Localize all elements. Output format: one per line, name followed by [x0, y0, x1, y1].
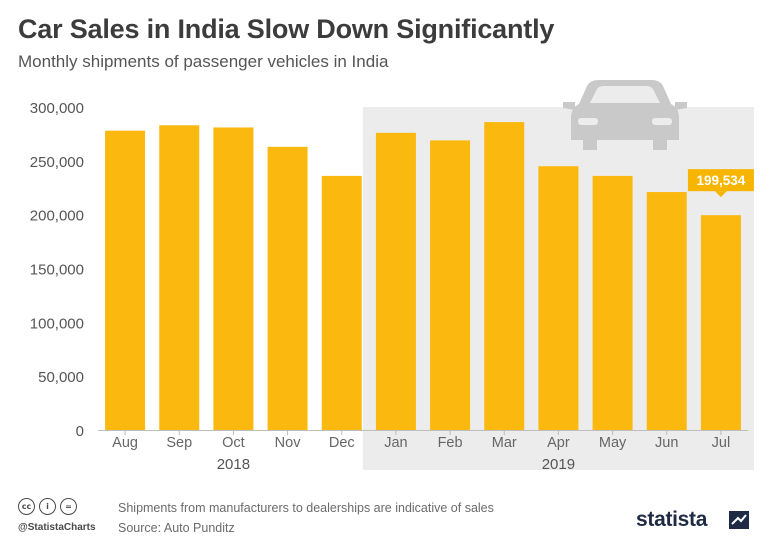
source-line: Source: Auto Punditz [118, 521, 235, 535]
bar [321, 175, 362, 430]
bar [592, 175, 633, 430]
no-derivatives-icon: = [60, 498, 77, 515]
bar [213, 127, 254, 430]
x-tick-label: Feb [438, 435, 463, 451]
statista-logo-icon [729, 511, 749, 529]
bar [484, 122, 525, 430]
x-tick-label: Aug [112, 435, 138, 451]
brand-logo[interactable]: statista [636, 508, 708, 531]
footer-note: Shipments from manufacturers to dealersh… [118, 501, 494, 515]
y-tick-label: 300,000 [30, 100, 84, 117]
x-tick-label: Nov [275, 435, 302, 451]
x-tick-label: Dec [329, 435, 355, 451]
y-tick-label: 100,000 [30, 315, 84, 332]
creative-commons-icon: cc [18, 498, 35, 515]
x-tick-label: Oct [222, 435, 245, 451]
bar [700, 215, 741, 430]
y-tick-label: 250,000 [30, 154, 84, 171]
callout-pointer [714, 191, 727, 198]
y-tick-label: 0 [76, 423, 84, 440]
chart-subtitle: Monthly shipments of passenger vehicles … [18, 52, 389, 71]
bar [159, 125, 200, 430]
chart-title: Car Sales in India Slow Down Significant… [18, 14, 555, 44]
x-tick-label: Jun [655, 435, 678, 451]
y-tick-label: 200,000 [30, 208, 84, 225]
attribution-icon: i [39, 498, 56, 515]
x-tick-label: May [599, 435, 627, 451]
y-tick-label: 50,000 [38, 369, 84, 386]
bar [646, 192, 687, 430]
year-label: 2018 [217, 456, 250, 473]
license-icons: cc i = [18, 498, 77, 515]
car-icon [563, 80, 687, 150]
year-label: 2019 [542, 456, 575, 473]
callout-box [687, 169, 754, 192]
bar [105, 130, 146, 431]
x-tick-label: Jan [384, 435, 407, 451]
bar [538, 166, 579, 430]
bar [430, 140, 471, 431]
y-tick-label: 150,000 [30, 262, 84, 279]
bar [375, 132, 416, 430]
bar [267, 146, 308, 430]
data-label: 199,534 [697, 173, 746, 188]
x-tick-label: Jul [712, 435, 731, 451]
x-tick-label: Sep [166, 435, 192, 451]
x-tick-label: Apr [547, 435, 570, 451]
twitter-handle[interactable]: @StatistaCharts [18, 522, 96, 533]
bar-chart: 0 50,000 100,000 150,000 200,000 250,000 300,0… [30, 80, 754, 473]
x-tick-label: Mar [492, 435, 517, 451]
